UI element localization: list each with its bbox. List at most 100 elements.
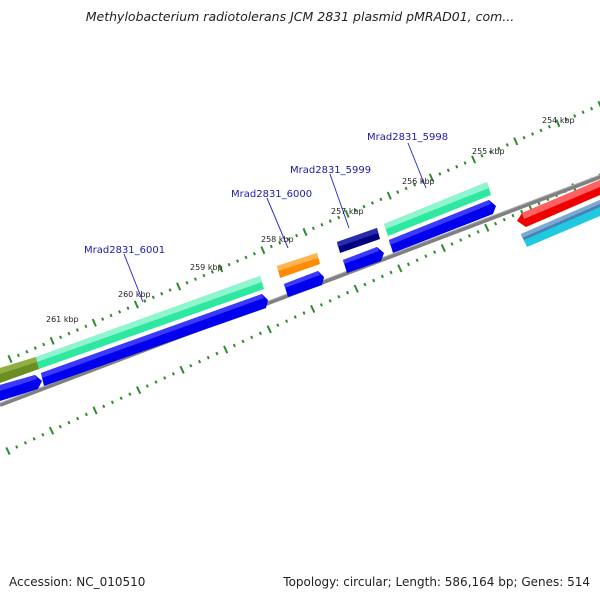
- outer-tick-mark: [590, 106, 594, 111]
- gene-feature-mrad2831-6000-orange[interactable]: [277, 253, 320, 278]
- outer-tick-mark: [278, 241, 282, 245]
- inner-tick-mark: [232, 343, 236, 348]
- outer-tick-mark: [218, 264, 224, 273]
- inner-tick-mark: [293, 315, 297, 319]
- outer-tick-mark: [185, 281, 189, 285]
- outer-tick-mark: [480, 154, 484, 158]
- outer-tick-mark: [428, 173, 434, 182]
- outer-tick-mark: [354, 208, 358, 213]
- outer-tick-mark: [33, 346, 37, 350]
- inner-tick-mark: [119, 396, 123, 401]
- cds-arrow-3[interactable]: [284, 271, 324, 297]
- outer-tick-mark: [413, 183, 417, 187]
- outer-tick-mark: [344, 209, 350, 218]
- cds-cyan[interactable]: [524, 207, 600, 247]
- outer-tick-mark: [176, 282, 182, 291]
- outer-tick-mark: [252, 251, 256, 256]
- inner-tick-mark: [380, 274, 384, 279]
- gene-label-mrad2831-6000[interactable]: Mrad2831_6000: [231, 189, 312, 200]
- inner-tick-mark: [258, 331, 263, 336]
- cds-steel-blue[interactable]: [521, 200, 600, 243]
- inner-tick-mark: [302, 311, 306, 315]
- gene-feature-mrad2831-6001-green[interactable]: [36, 276, 264, 369]
- inner-tick-mark: [189, 363, 193, 368]
- inner-tick-mark: [310, 304, 316, 314]
- inner-tick-mark: [223, 345, 229, 354]
- inner-tick-mark: [415, 258, 419, 263]
- gene-label-mrad2831-6001[interactable]: Mrad2831_6001: [84, 245, 165, 256]
- cds-arrow-1[interactable]: [0, 375, 42, 401]
- outer-tick-mark: [202, 273, 206, 278]
- gene-feature-red[interactable]: [517, 180, 600, 227]
- gene-label-mrad2831-5998[interactable]: Mrad2831_5998: [367, 132, 448, 143]
- scale-label-259kbp: 259 kbp: [190, 263, 223, 272]
- outer-tick-mark: [564, 117, 568, 122]
- outer-tick-mark: [16, 353, 20, 358]
- outer-tick-mark: [471, 155, 477, 164]
- map-title: Methylobacterium radiotolerans JCM 2831 …: [85, 9, 515, 24]
- inner-tick-mark: [389, 270, 393, 275]
- inner-tick-mark: [241, 339, 245, 344]
- inner-tick-mark: [215, 351, 219, 356]
- outer-tick-mark: [488, 150, 492, 154]
- scale-label-260kbp: 260 kbp: [118, 290, 151, 299]
- outer-tick-mark: [386, 191, 392, 200]
- gene-label-line-6000: [266, 197, 289, 249]
- gene-label-mrad2831-5999[interactable]: Mrad2831_5999: [290, 165, 371, 176]
- outer-tick-mark: [505, 143, 509, 147]
- outer-tick-mark: [210, 270, 214, 274]
- outer-tick-mark: [244, 255, 248, 260]
- inner-tick-mark: [197, 359, 202, 364]
- gene-feature-mrad2831-5998-green[interactable]: [384, 182, 491, 236]
- outer-tick-mark: [49, 336, 55, 345]
- outer-tick-mark: [555, 119, 561, 128]
- inner-tick-mark: [450, 242, 454, 246]
- outer-tick-mark: [160, 291, 164, 296]
- outer-tick-mark: [91, 318, 97, 327]
- outer-tick-mark: [118, 310, 122, 314]
- outer-tick-mark: [269, 244, 273, 249]
- inner-tick-mark: [363, 282, 367, 287]
- outer-tick-mark: [286, 237, 290, 242]
- outer-tick-mark: [302, 227, 308, 237]
- inner-tick-mark: [537, 201, 541, 206]
- outer-tick-mark: [362, 204, 366, 209]
- inner-tick-mark: [484, 223, 490, 232]
- inner-tick-mark: [372, 278, 376, 283]
- outer-tick-mark: [497, 146, 501, 151]
- cds-arrow-5[interactable]: [389, 200, 496, 253]
- outer-tick-mark: [522, 135, 526, 140]
- outer-tick-mark: [133, 300, 139, 309]
- inner-tick-mark: [276, 323, 280, 327]
- inner-tick-mark: [511, 213, 515, 218]
- cds-arrow-2[interactable]: [41, 294, 268, 386]
- outer-tick-mark: [101, 317, 105, 321]
- gene-feature-mrad2831-5999-navy[interactable]: [337, 228, 380, 253]
- inner-tick-mark: [250, 335, 254, 340]
- inner-tick-mark: [397, 264, 403, 273]
- outer-tick-mark: [7, 354, 13, 364]
- outer-tick-mark: [531, 132, 535, 136]
- inner-tick-mark: [459, 238, 463, 242]
- inner-tick-mark: [467, 234, 471, 238]
- outer-tick-mark: [151, 295, 155, 300]
- inner-tick-mark: [23, 441, 27, 445]
- inner-tick-mark: [67, 420, 71, 425]
- inner-tick-mark: [84, 412, 88, 417]
- inner-tick-mark: [110, 400, 115, 405]
- outer-tick-mark: [547, 124, 551, 129]
- outer-tick-mark: [168, 288, 172, 292]
- gene-label-line-5999: [329, 173, 350, 229]
- gene-feature-olive[interactable]: [0, 357, 39, 383]
- outer-tick-mark: [42, 342, 46, 347]
- inner-tick-mark: [285, 319, 289, 323]
- inner-tick-mark: [206, 355, 210, 360]
- outer-tick-mark: [379, 197, 383, 202]
- outer-tick-track: [7, 100, 600, 364]
- outer-tick-mark: [455, 164, 459, 169]
- cds-arrow-4[interactable]: [343, 247, 384, 273]
- outer-tick-mark: [75, 328, 79, 332]
- inner-tick-mark: [337, 294, 341, 299]
- scale-label-254kbp: 254 kbp: [542, 116, 575, 125]
